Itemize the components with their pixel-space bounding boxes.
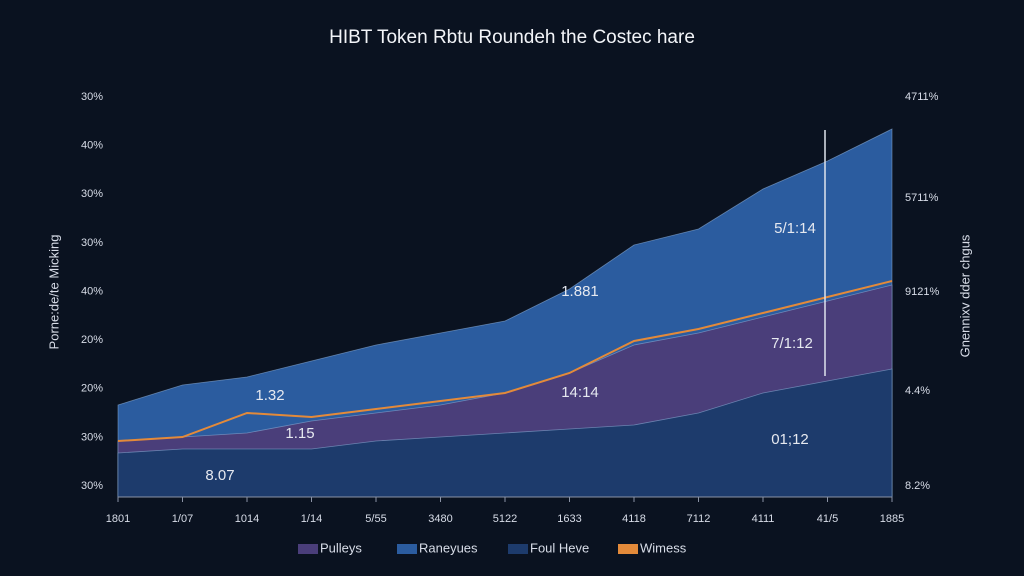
annotation: 1.32 [255, 387, 284, 404]
series-line [117, 280, 893, 442]
annotation: 5/1:14 [774, 220, 816, 237]
y2-axis-label: Gnennixv dder chgus [957, 234, 972, 357]
annotation: 14:14 [561, 384, 599, 401]
legend-label: Raneyues [419, 540, 478, 555]
legend-swatch [508, 544, 528, 554]
legend-label: Foul Heve [530, 540, 589, 555]
annotation: 01;12 [771, 431, 809, 448]
chart-title: HIBT Token Rbtu Roundeh the Costec hare [329, 27, 695, 48]
y-tick-label: 30% [81, 431, 103, 443]
y-tick-label: 30% [81, 91, 103, 103]
x-tick-label: 1014 [235, 513, 259, 525]
y2-tick-label: 9121% [905, 286, 939, 298]
series-area [117, 368, 893, 498]
y-axis-label: Porne:de/te Micking [46, 235, 61, 350]
y-tick-label: 20% [81, 334, 103, 346]
y2-tick-label: 4.4% [905, 385, 930, 397]
y2-tick-label: 5711% [905, 192, 939, 204]
x-tick-label: 1801 [106, 513, 130, 525]
y2-tick-label: 8.2% [905, 480, 930, 492]
x-tick-label: 7112 [687, 513, 711, 525]
x-tick-label: 4111 [752, 513, 775, 525]
x-tick-label: 5122 [493, 513, 517, 525]
x-tick-label: 1/14 [301, 513, 322, 525]
x-tick-label: 41/5 [817, 513, 838, 525]
annotation: 7/1:12 [771, 335, 813, 352]
y-tick-label: 40% [81, 285, 103, 297]
annotation: 1.15 [285, 425, 314, 442]
x-tick-label: 3480 [428, 513, 452, 525]
legend-label: Wimess [640, 540, 687, 555]
x-tick-label: 1885 [880, 513, 904, 525]
x-tick-label: 1633 [557, 513, 581, 525]
legend-swatch [298, 544, 318, 554]
legend-swatch [397, 544, 417, 554]
y2-tick-label: 4711% [905, 91, 939, 103]
x-tick-label: 5/55 [365, 513, 386, 525]
x-tick-label: 4118 [622, 513, 646, 525]
x-tick-label: 1/07 [172, 513, 193, 525]
annotation: 1.881 [561, 283, 599, 300]
plot-area [117, 128, 893, 498]
y-tick-label: 30% [81, 237, 103, 249]
annotation: 8.07 [205, 467, 234, 484]
y-tick-label: 30% [81, 480, 103, 492]
legend-label: Pulleys [320, 540, 362, 555]
y-tick-label: 30% [81, 188, 103, 200]
legend-swatch [618, 544, 638, 554]
y-tick-label: 20% [81, 383, 103, 395]
y-tick-label: 40% [81, 140, 103, 152]
